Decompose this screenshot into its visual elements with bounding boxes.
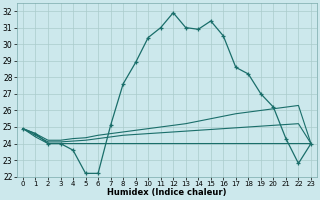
X-axis label: Humidex (Indice chaleur): Humidex (Indice chaleur) (107, 188, 227, 197)
